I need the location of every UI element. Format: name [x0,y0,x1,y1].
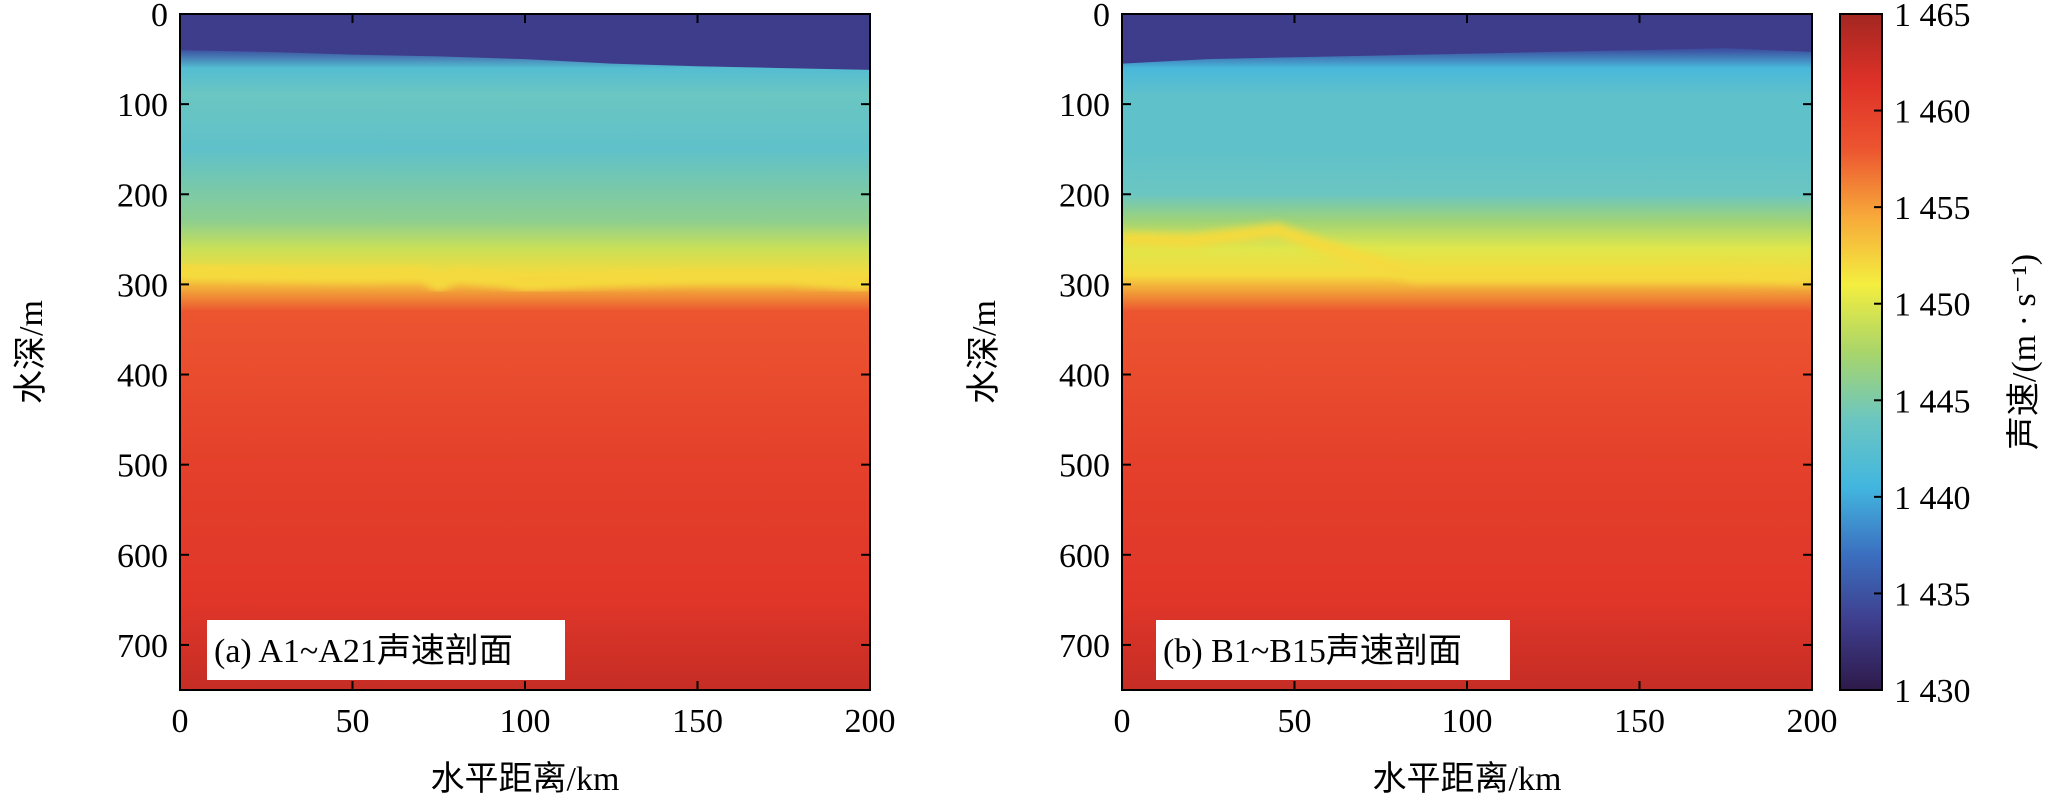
colorbar-tick-label: 1 440 [1894,480,1971,517]
x-tick-label: 50 [336,703,370,740]
y-tick-label: 500 [1059,448,1110,485]
y-tick-label: 500 [117,448,168,485]
y-tick-label: 100 [1059,87,1110,124]
y-tick-label: 300 [117,267,168,304]
panel-a-y-axis-label: 水深/m [13,300,50,404]
colorbar-gradient [1839,13,1883,691]
x-tick-label: 100 [1442,703,1493,740]
y-tick-label: 600 [117,538,168,575]
colorbar: 1 430 1 435 1 440 1 445 1 450 1 455 1 460 1 465… [1839,0,2043,710]
y-tick-label: 300 [1059,267,1110,304]
y-tick-label: 100 [117,87,168,124]
y-tick-label: 0 [1093,0,1110,34]
colorbar-tick-label: 1 445 [1894,383,1971,420]
colorbar-tick-label: 1 455 [1894,190,1971,227]
y-tick-label: 400 [1059,358,1110,395]
colorbar-tick-label: 1 435 [1894,576,1971,613]
y-tick-label: 700 [1059,628,1110,665]
panel-a-x-axis-label: 水平距离/km [431,760,620,798]
panel-b-label: (b) B1~B15声速剖面 [1163,632,1462,670]
y-tick-label: 700 [117,628,168,665]
y-tick-label: 0 [151,0,168,34]
colorbar-tick-label: 1 460 [1894,94,1971,131]
panel-a-label-box: (a) A1~A21声速剖面 [207,620,565,680]
thermocline-band [180,263,870,292]
x-tick-label: 200 [1787,703,1838,740]
surface-layer [1122,14,1812,64]
x-tick-label: 0 [1114,703,1131,740]
panel-a-label: (a) A1~A21声速剖面 [214,632,513,670]
x-tick-label: 150 [672,703,723,740]
y-tick-label: 200 [117,177,168,214]
y-tick-label: 200 [1059,177,1110,214]
colorbar-tick-label: 1 465 [1894,0,1971,34]
panel-b-y-axis-label: 水深/m [966,300,1003,404]
panel-b-label-box: (b) B1~B15声速剖面 [1156,620,1510,680]
x-tick-label: 50 [1278,703,1312,740]
x-tick-label: 100 [500,703,551,740]
x-tick-label: 0 [172,703,189,740]
colorbar-tick-label: 1 430 [1894,673,1971,710]
panel-b-heatmap [1122,14,1812,690]
panel-a-heatmap [180,14,870,690]
surface-layer [180,14,870,70]
panel-b: 0 50 100 150 200 0 100 200 300 400 500 600 700 (b) B… [966,0,1838,798]
y-tick-label: 600 [1059,538,1110,575]
panel-b-x-axis-label: 水平距离/km [1373,760,1562,798]
x-tick-label: 200 [845,703,896,740]
colorbar-label: 声速/(m · s⁻¹) [2005,254,2043,450]
y-tick-label: 400 [117,358,168,395]
thermocline-band [1122,223,1812,285]
x-tick-label: 150 [1614,703,1665,740]
colorbar-tick-label: 1 450 [1894,287,1971,324]
panel-a: 0 50 100 150 200 0 100 200 300 400 500 600 700 (a) A… [13,0,896,798]
